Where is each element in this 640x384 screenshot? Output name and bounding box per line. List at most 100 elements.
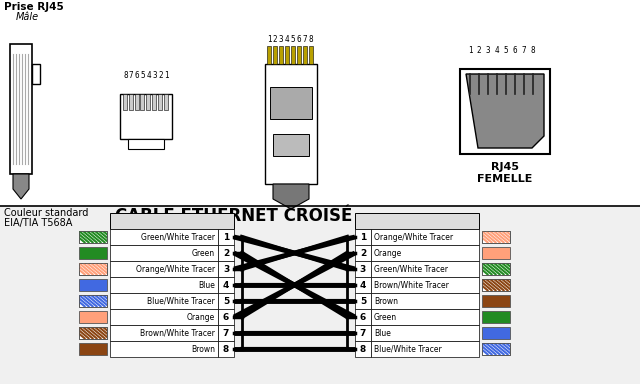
Bar: [110, 325, 218, 341]
Bar: [164, 94, 168, 110]
Bar: [309, 46, 313, 64]
Text: Green: Green: [374, 313, 397, 321]
Bar: [79, 231, 107, 243]
Text: 8: 8: [308, 35, 314, 44]
Text: 4: 4: [147, 71, 151, 80]
Text: 4: 4: [223, 280, 229, 290]
Bar: [355, 309, 371, 325]
Bar: [371, 325, 479, 341]
Bar: [140, 94, 145, 110]
Bar: [110, 245, 218, 261]
Text: 7: 7: [522, 46, 526, 55]
Bar: [291, 46, 295, 64]
Text: 4: 4: [360, 280, 366, 290]
Bar: [482, 231, 510, 243]
Text: 4: 4: [285, 35, 289, 44]
Bar: [371, 261, 479, 277]
Text: 8: 8: [123, 71, 128, 80]
Text: 5: 5: [141, 71, 145, 80]
Bar: [218, 341, 234, 357]
Text: 3: 3: [486, 46, 490, 55]
Bar: [128, 139, 164, 149]
Bar: [129, 94, 133, 110]
Bar: [265, 64, 317, 184]
Text: 3: 3: [278, 35, 284, 44]
Text: Brown/White Tracer: Brown/White Tracer: [140, 328, 215, 338]
Bar: [482, 231, 510, 243]
Bar: [303, 46, 307, 64]
Bar: [371, 293, 479, 309]
Bar: [218, 325, 234, 341]
Bar: [218, 229, 234, 245]
Text: FEMELLE: FEMELLE: [477, 174, 532, 184]
Text: 1: 1: [267, 35, 271, 44]
Bar: [285, 46, 289, 64]
Bar: [371, 341, 479, 357]
Text: 7: 7: [303, 35, 307, 44]
Bar: [482, 295, 510, 307]
Bar: [273, 134, 309, 156]
Text: Blue: Blue: [374, 328, 391, 338]
Bar: [355, 261, 371, 277]
Bar: [482, 263, 510, 275]
Text: 6: 6: [360, 313, 366, 321]
Text: 5: 5: [504, 46, 508, 55]
Bar: [371, 229, 479, 245]
Text: 2: 2: [223, 248, 229, 258]
Bar: [371, 245, 479, 261]
Bar: [110, 261, 218, 277]
Text: Prise RJ45: Prise RJ45: [4, 2, 64, 12]
Text: CABLE ETHERNET CROISÉ: CABLE ETHERNET CROISÉ: [115, 207, 353, 225]
Text: 3: 3: [223, 265, 229, 273]
Bar: [158, 94, 162, 110]
Bar: [110, 213, 234, 229]
Text: 1: 1: [360, 232, 366, 242]
Text: Brown/White Tracer: Brown/White Tracer: [374, 280, 449, 290]
Bar: [152, 94, 156, 110]
Bar: [482, 311, 510, 323]
Text: Green: Green: [192, 248, 215, 258]
Bar: [218, 293, 234, 309]
Bar: [79, 263, 107, 275]
Bar: [79, 295, 107, 307]
Bar: [355, 229, 371, 245]
Bar: [0, 206, 640, 384]
Bar: [110, 341, 218, 357]
Text: 6: 6: [135, 71, 140, 80]
Bar: [218, 245, 234, 261]
Text: 1: 1: [223, 232, 229, 242]
Text: 8: 8: [360, 344, 366, 354]
Bar: [218, 309, 234, 325]
Bar: [482, 263, 510, 275]
Text: Blue/White Tracer: Blue/White Tracer: [147, 296, 215, 306]
Text: EIA/TIA T568A: EIA/TIA T568A: [4, 218, 72, 228]
Bar: [79, 295, 107, 307]
Text: Green/White Tracer: Green/White Tracer: [141, 232, 215, 242]
Bar: [371, 309, 479, 325]
Polygon shape: [13, 174, 29, 199]
Bar: [355, 245, 371, 261]
Text: 7: 7: [129, 71, 134, 80]
Polygon shape: [273, 184, 309, 209]
Bar: [460, 69, 550, 154]
Text: Brown: Brown: [374, 296, 398, 306]
Bar: [110, 277, 218, 293]
Bar: [482, 279, 510, 291]
Text: Couleur standard: Couleur standard: [4, 208, 88, 218]
Bar: [79, 279, 107, 291]
Bar: [79, 263, 107, 275]
Bar: [297, 46, 301, 64]
Bar: [110, 309, 218, 325]
Bar: [10, 44, 32, 174]
Bar: [218, 277, 234, 293]
Bar: [482, 343, 510, 355]
Bar: [270, 87, 312, 119]
Bar: [355, 325, 371, 341]
Bar: [79, 231, 107, 243]
Bar: [134, 94, 139, 110]
Bar: [32, 64, 40, 84]
Bar: [146, 94, 150, 110]
Text: 2: 2: [360, 248, 366, 258]
Text: Blue: Blue: [198, 280, 215, 290]
Text: 7: 7: [360, 328, 366, 338]
